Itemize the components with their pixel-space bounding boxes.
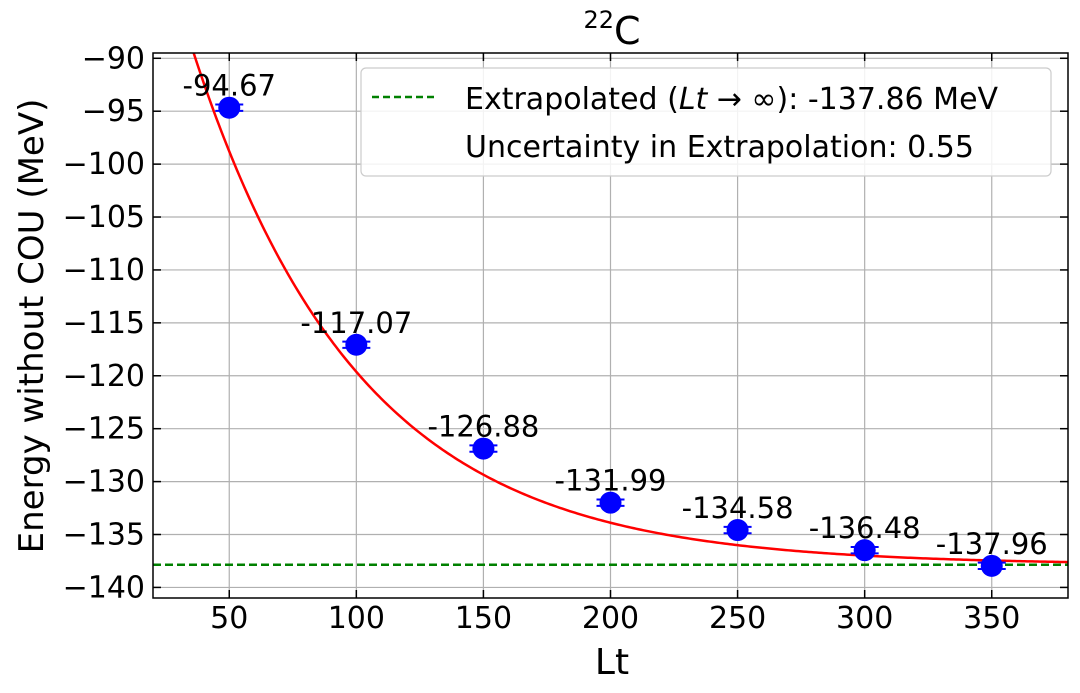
axis-ticks: 50 100 150 200 250 300 350 −90 −95 −100 −105 −110 −1… — [63, 41, 1068, 636]
legend-entry1-math: Lt — [679, 82, 709, 117]
y-tick-label: −140 — [63, 570, 145, 605]
x-tick-label: 150 — [455, 601, 512, 636]
fit-curve-group — [192, 53, 1068, 564]
x-tick-label: 300 — [836, 601, 893, 636]
legend-uncertainty-label: Uncertainty in Extrapolation: 0.55 — [465, 130, 974, 165]
x-tick-label: 200 — [582, 601, 639, 636]
data-label: -131.99 — [555, 464, 667, 498]
y-tick-label: −120 — [63, 359, 145, 394]
data-label: -134.58 — [682, 491, 794, 525]
legend-extrapolated-label: Extrapolated (Lt → ∞): -137.86 MeV — [465, 82, 999, 117]
data-label: -117.07 — [300, 306, 412, 340]
data-label: -136.48 — [809, 511, 921, 545]
y-tick-label: −110 — [63, 253, 145, 288]
x-axis-label: Lt — [595, 642, 629, 683]
x-tick-label: 50 — [210, 601, 248, 636]
y-tick-label: −90 — [82, 41, 145, 76]
title-main: C — [614, 9, 641, 53]
data-point — [853, 539, 876, 562]
x-tick-label: 100 — [328, 601, 385, 636]
x-tick-label: 350 — [963, 601, 1020, 636]
data-point — [472, 437, 495, 460]
data-points-group — [215, 96, 1006, 577]
data-label: -137.96 — [936, 527, 1048, 561]
chart-title: 22C — [583, 6, 640, 53]
data-label: -94.67 — [183, 69, 277, 103]
data-labels-group: -94.67 -117.07 -126.88 -131.99 -134.58 -136.4… — [183, 69, 1048, 561]
legend-entry1-suffix: ): -137.86 MeV — [777, 82, 999, 117]
y-tick-label: −95 — [82, 94, 145, 129]
y-tick-label: −105 — [63, 200, 145, 235]
y-tick-label: −135 — [63, 518, 145, 553]
data-point — [980, 554, 1003, 577]
y-axis-label: Energy without COU (MeV) — [12, 99, 52, 554]
x-tick-label: 250 — [709, 601, 766, 636]
y-tick-label: −100 — [63, 147, 145, 182]
legend-entry1-prefix: Extrapolated ( — [465, 82, 679, 117]
legend-box — [360, 67, 1052, 177]
data-point — [345, 333, 368, 356]
data-point — [726, 519, 749, 542]
legend-entry1-arrow: → ∞ — [707, 82, 776, 117]
fit-curve — [192, 53, 1068, 564]
y-tick-label: −125 — [63, 412, 145, 447]
data-point — [218, 96, 241, 119]
data-point — [599, 491, 622, 514]
y-tick-label: −130 — [63, 465, 145, 500]
title-superscript: 22 — [583, 6, 614, 34]
y-tick-label: −115 — [63, 306, 145, 341]
data-label: -126.88 — [427, 410, 539, 444]
legend: Extrapolated (Lt → ∞): -137.86 MeV Uncer… — [360, 67, 1052, 177]
